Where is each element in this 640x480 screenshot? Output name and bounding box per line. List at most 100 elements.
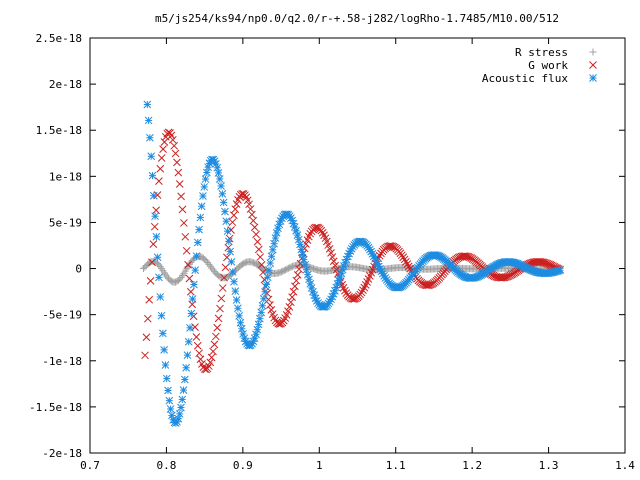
data-point [234,304,242,313]
data-point [166,405,175,413]
data-point [303,270,312,279]
data-point [179,386,188,394]
data-point [311,223,320,232]
data-point [175,180,184,188]
data-point [147,152,156,161]
data-point [206,358,215,367]
data-point [185,274,194,283]
data-point [157,311,166,320]
data-point [327,249,335,257]
data-point [190,280,198,289]
data-point [161,361,170,369]
data-point [259,294,268,303]
data-point [174,168,183,177]
data-point [288,293,297,301]
data-point [266,301,274,309]
data-point [159,145,167,153]
data-point [155,273,163,282]
data-point [248,210,256,219]
data-point [166,129,174,137]
data-point [155,261,163,269]
data-point [400,255,409,264]
data-point [332,265,341,274]
data-point [500,273,509,282]
data-point [258,301,267,310]
data-point [201,175,210,183]
data-point [180,375,189,384]
data-point [151,212,159,221]
data-point [301,260,310,269]
data-point [402,257,410,266]
data-point [214,314,223,323]
data-point [183,351,192,359]
y-tick-label: 5e-19 [49,216,82,229]
data-point [257,308,266,317]
data-point [257,260,266,269]
data-point [291,282,299,291]
data-point [165,396,174,405]
y-tick-label: -2e-18 [42,447,82,460]
y-tick-label: 2e-18 [49,78,82,91]
data-point [160,346,168,354]
data-point [403,260,412,268]
x-tick-label: 1.1 [386,459,406,472]
data-point [202,168,211,177]
data-point [246,205,255,213]
data-point [219,198,228,207]
axes [89,37,626,454]
data-point [182,363,190,372]
data-point [302,265,311,274]
data-point [209,347,217,356]
data-point [148,258,156,267]
data-point [293,231,302,239]
data-point [293,271,302,279]
x-tick-label: 1 [316,459,323,472]
data-point [196,355,205,364]
data-point [349,295,358,303]
x-tick-label: 1.3 [539,459,559,472]
data-point [267,306,276,314]
data-point [250,223,259,232]
data-point [193,238,202,247]
data-point [454,253,463,262]
data-point [254,245,263,254]
data-point [539,258,548,267]
chart-title: m5/js254/ks94/np0.0/q2.0/r-+.58-j282/log… [155,12,559,25]
x-tick-label: 1.4 [615,459,635,472]
data-point [193,341,202,350]
data-point [404,262,413,271]
data-point [294,235,303,244]
data-point [328,253,337,261]
y-tick-label: 1e-18 [49,170,82,183]
data-point [271,234,280,242]
data-point [331,261,340,270]
data-point [217,182,225,190]
data-point [232,200,241,208]
data-point [168,411,176,420]
data-point [175,410,184,418]
data-point [279,316,288,325]
legend-marker [589,61,597,69]
data-point [207,353,216,362]
legend-marker [589,74,597,82]
data-point [424,281,433,290]
data-point [203,364,212,373]
y-tick-label: -5e-19 [42,309,82,322]
data-point [162,374,171,383]
data-point [192,252,201,260]
data-point [184,337,193,346]
data-point [542,259,551,268]
legend-label: G work [528,59,568,72]
data-point [174,414,183,423]
data-point [286,298,295,307]
data-point [146,133,154,142]
data-point [218,284,227,292]
plot-frame [89,37,626,454]
data-point [359,286,367,295]
data-point [173,158,181,167]
data-point [241,191,249,199]
data-point [252,230,260,239]
data-point [228,218,237,227]
data-point [148,171,157,180]
data-point [182,246,191,255]
